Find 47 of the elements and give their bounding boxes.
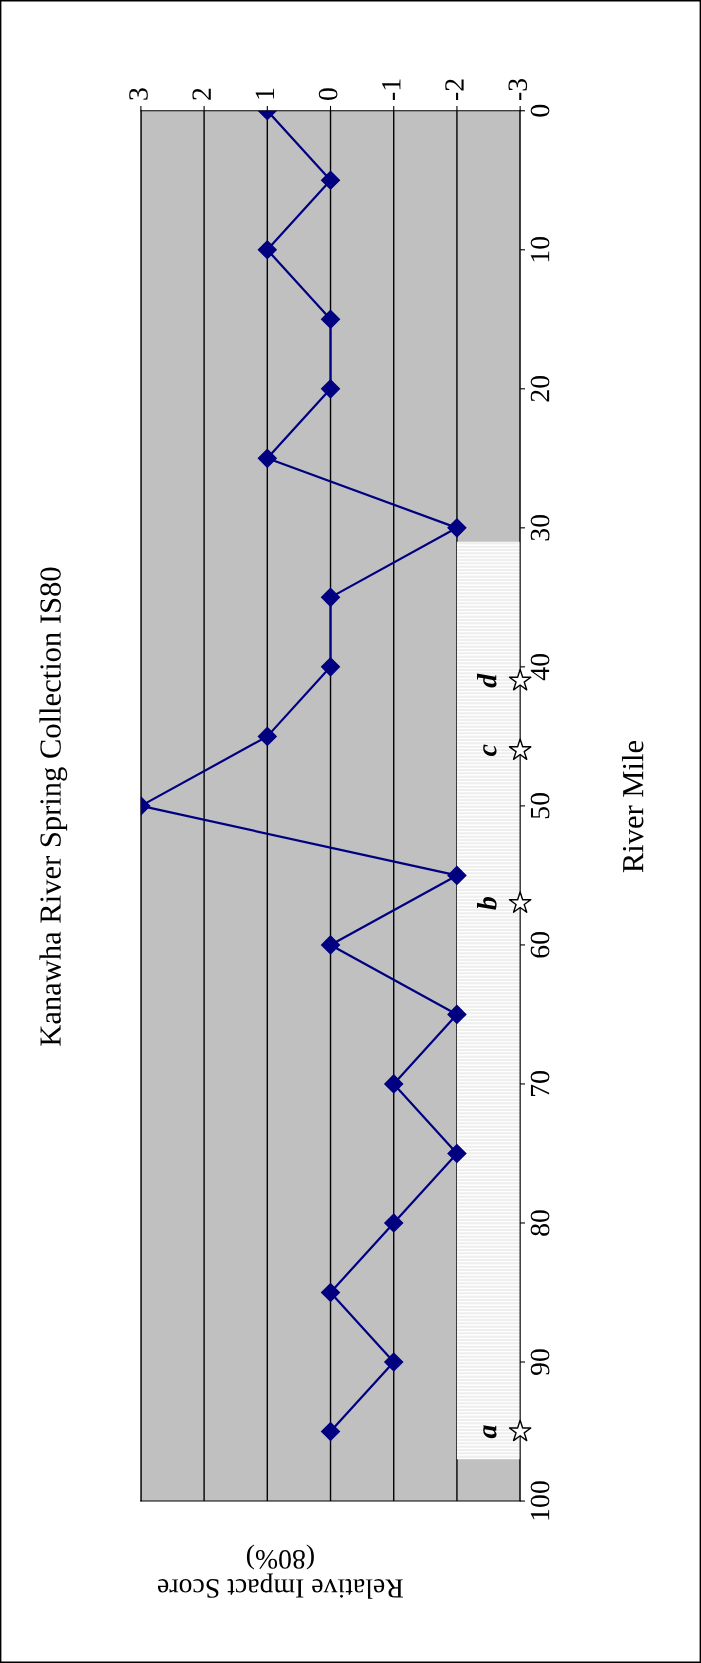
x-tick-label: 3 xyxy=(129,88,148,100)
x-tick-label: -1 xyxy=(382,79,401,100)
point xyxy=(384,1074,404,1094)
x-tick-label: 1 xyxy=(255,88,274,99)
x-tick-label: -2 xyxy=(445,79,464,100)
point xyxy=(257,448,277,468)
y-tick-label: 30 xyxy=(530,515,550,541)
point xyxy=(320,935,341,955)
point xyxy=(384,1213,404,1233)
point xyxy=(320,657,341,677)
y-tick-label: 60 xyxy=(530,932,550,958)
point xyxy=(320,1421,341,1442)
y-tick-label: 100 xyxy=(530,1481,550,1520)
y-tick-label: 80 xyxy=(530,1210,550,1236)
point xyxy=(320,170,341,190)
y-tick-label: 90 xyxy=(530,1349,550,1375)
x-tick-label: 0 xyxy=(318,88,338,100)
y-tick-label: 40 xyxy=(530,654,550,681)
x-axis-title: Relative Impact Score (80%) xyxy=(157,1544,404,1599)
point xyxy=(447,1143,467,1163)
point xyxy=(257,240,277,260)
point xyxy=(320,309,341,329)
y-tick-label: 0 xyxy=(530,104,550,117)
point xyxy=(320,379,341,399)
y-tick-label: 10 xyxy=(530,236,550,262)
point xyxy=(447,865,467,885)
annotation: b xyxy=(476,897,497,910)
x-tick-label: 2 xyxy=(192,88,211,100)
text: Kanawha River Spring Collection IS80 xyxy=(39,567,68,1046)
point xyxy=(508,668,532,691)
y-tick-label: 20 xyxy=(530,375,550,402)
y-tick-label: 50 xyxy=(530,793,550,819)
y-axis-title: River Mile xyxy=(621,741,644,873)
point xyxy=(447,1004,467,1024)
point xyxy=(447,518,467,538)
point xyxy=(320,1282,341,1303)
y-tick-label: 70 xyxy=(530,1071,550,1096)
point xyxy=(508,738,532,761)
point xyxy=(508,891,532,913)
point xyxy=(384,1352,404,1372)
point xyxy=(257,726,277,746)
annotation: d xyxy=(476,673,497,688)
annotation: c xyxy=(483,744,497,757)
point xyxy=(508,1419,532,1442)
point xyxy=(320,587,341,607)
x-tick-label: -3 xyxy=(508,78,528,100)
annotation: a xyxy=(483,1425,497,1439)
